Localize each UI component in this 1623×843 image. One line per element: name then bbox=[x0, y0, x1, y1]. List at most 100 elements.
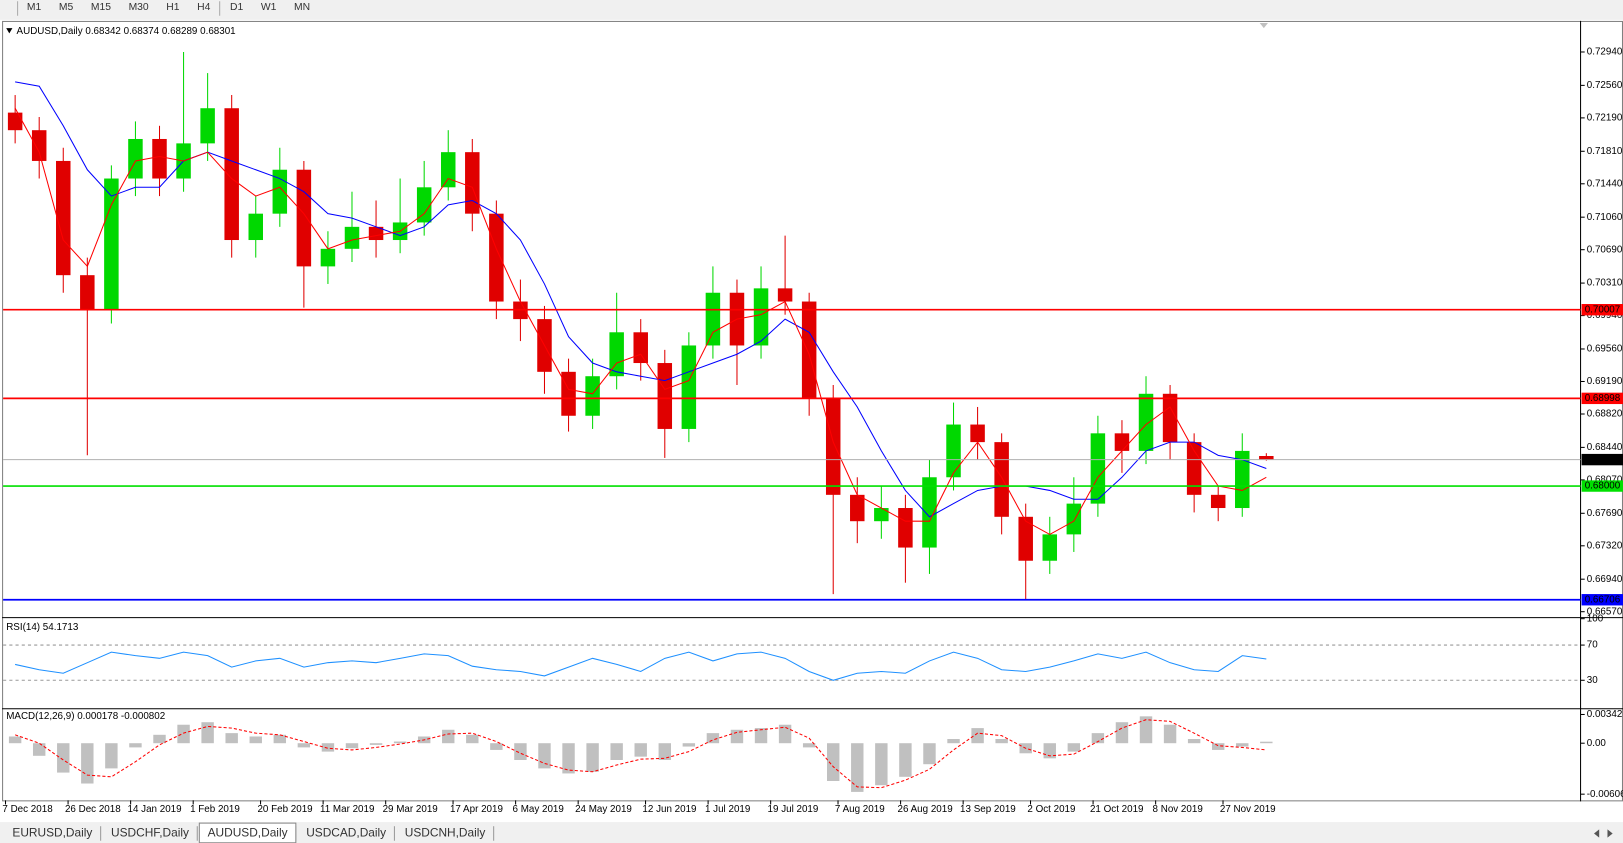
macd-bar bbox=[105, 743, 118, 769]
macd-bar bbox=[634, 743, 647, 757]
chart-window bbox=[0, 19, 1623, 823]
macd-title: MACD(12,26,9) 0.000178 -0.000802 bbox=[6, 711, 165, 722]
chart-title: AUDUSD,Daily 0.68342 0.68374 0.68289 0.6… bbox=[17, 26, 236, 37]
level-price-label: 0.66706 bbox=[1585, 594, 1621, 605]
x-tick-label: 1 Feb 2019 bbox=[190, 804, 240, 815]
timeframe-button[interactable]: M30 bbox=[129, 2, 149, 13]
candle-body bbox=[657, 363, 673, 429]
timeframe-button[interactable]: D1 bbox=[230, 2, 243, 13]
timeframe-button[interactable]: W1 bbox=[261, 2, 277, 13]
macd-bar bbox=[225, 733, 238, 744]
y-tick-label: 0.71810 bbox=[1587, 146, 1623, 157]
x-tick-label: 26 Aug 2019 bbox=[897, 804, 952, 815]
tab-bg bbox=[102, 825, 198, 842]
macd-bar bbox=[658, 743, 672, 761]
rsi-line bbox=[15, 651, 1267, 681]
macd-bar bbox=[1236, 743, 1249, 747]
moving-average bbox=[15, 81, 1267, 518]
x-tick-label: 1 Jul 2019 bbox=[705, 804, 750, 815]
x-tick-label: 14 Jan 2019 bbox=[128, 804, 182, 815]
macd-bar bbox=[490, 743, 503, 750]
macd-bar bbox=[947, 739, 960, 744]
y-tick-label: 100 bbox=[1587, 613, 1604, 624]
y-tick-label: 0.69940 bbox=[1587, 310, 1623, 321]
candle-body bbox=[320, 248, 336, 267]
y-tick-label: 0.68820 bbox=[1587, 409, 1623, 420]
timeframe-button[interactable]: MN bbox=[294, 2, 310, 13]
x-tick-label: 7 Dec 2018 bbox=[2, 804, 53, 815]
candle-body bbox=[296, 169, 312, 267]
x-tick-label: 2 Oct 2019 bbox=[1027, 804, 1075, 815]
chart-menu-arrow[interactable] bbox=[6, 28, 13, 34]
tab-label[interactable]: EURUSD,Daily bbox=[12, 826, 92, 840]
chart-tab[interactable]: EURUSD,Daily bbox=[4, 825, 102, 842]
candle-body bbox=[705, 292, 721, 346]
y-tick-label: 0.72560 bbox=[1587, 80, 1623, 91]
macd-bar bbox=[586, 743, 599, 772]
candle-body bbox=[200, 108, 215, 144]
tab-label[interactable]: AUDUSD,Daily bbox=[208, 826, 288, 840]
macd-bar bbox=[1139, 716, 1153, 744]
macd-bar bbox=[249, 736, 262, 744]
y-tick-label: 0.70310 bbox=[1587, 278, 1623, 289]
macd-bar bbox=[1043, 743, 1056, 759]
tab-bg bbox=[297, 825, 395, 842]
y-tick-label: 0.69560 bbox=[1587, 344, 1623, 355]
candle-body bbox=[561, 371, 576, 416]
macd-bar bbox=[995, 739, 1008, 744]
y-tick-label: 0.68440 bbox=[1587, 442, 1623, 453]
timeframe-button[interactable]: M15 bbox=[91, 2, 111, 13]
candle-body bbox=[152, 138, 167, 179]
macd-signal bbox=[14, 719, 1267, 789]
macd-bar bbox=[754, 728, 768, 744]
macd-bar bbox=[321, 743, 335, 752]
macd-bar bbox=[875, 743, 888, 786]
timeframe-button[interactable]: H4 bbox=[197, 2, 210, 13]
tab-scroll-right[interactable] bbox=[1607, 829, 1613, 838]
x-tick-label: 13 Sep 2019 bbox=[960, 804, 1016, 815]
tab-label[interactable]: USDCAD,Daily bbox=[306, 826, 386, 840]
timeframe-button[interactable]: M5 bbox=[59, 2, 74, 13]
candle-body bbox=[416, 187, 432, 223]
candle-body bbox=[1235, 450, 1250, 509]
macd-bar bbox=[1211, 743, 1225, 750]
macd-bar bbox=[1163, 724, 1177, 744]
candle-body bbox=[1259, 456, 1274, 460]
candle-body bbox=[465, 152, 480, 214]
candle-body bbox=[994, 442, 1009, 517]
timeframe-button[interactable]: M1 bbox=[27, 2, 42, 13]
x-tick-label: 6 May 2019 bbox=[513, 804, 564, 815]
candle-body bbox=[128, 138, 143, 179]
macd-bar bbox=[8, 736, 22, 744]
chart-tab[interactable]: AUDUSD,Daily bbox=[198, 822, 297, 843]
candle-body bbox=[585, 376, 600, 416]
tab-scroll-left[interactable] bbox=[1594, 829, 1600, 838]
chart-tab[interactable]: USDCAD,Daily bbox=[297, 825, 395, 842]
macd-bar bbox=[1115, 722, 1129, 744]
candle-body bbox=[850, 494, 865, 522]
candle-body bbox=[681, 345, 697, 429]
macd-bar bbox=[827, 743, 840, 781]
candle-body bbox=[489, 213, 504, 302]
macd-bar bbox=[706, 733, 720, 744]
timeframe-button[interactable]: H1 bbox=[166, 2, 179, 13]
level-price-label: 0.70007 bbox=[1585, 304, 1621, 315]
tab-bg bbox=[4, 825, 101, 842]
candle-body bbox=[31, 130, 47, 161]
candle-body bbox=[1210, 494, 1226, 509]
macd-bar bbox=[57, 743, 70, 773]
macd-bar bbox=[273, 734, 287, 744]
candle-body bbox=[344, 226, 360, 249]
tab-label[interactable]: USDCNH,Daily bbox=[405, 826, 486, 840]
candle-body bbox=[104, 178, 119, 311]
chart-tab[interactable]: USDCNH,Daily bbox=[396, 825, 495, 842]
y-tick-label: 0.66570 bbox=[1587, 606, 1623, 617]
y-tick-label: 0.67690 bbox=[1587, 508, 1623, 519]
x-tick-label: 8 Nov 2019 bbox=[1153, 804, 1203, 815]
candle-body bbox=[922, 477, 937, 548]
macd-bar bbox=[682, 743, 696, 747]
chart-tab[interactable]: USDCHF,Daily bbox=[102, 825, 198, 842]
tab-label[interactable]: USDCHF,Daily bbox=[111, 826, 189, 840]
macd-bar bbox=[129, 743, 142, 748]
